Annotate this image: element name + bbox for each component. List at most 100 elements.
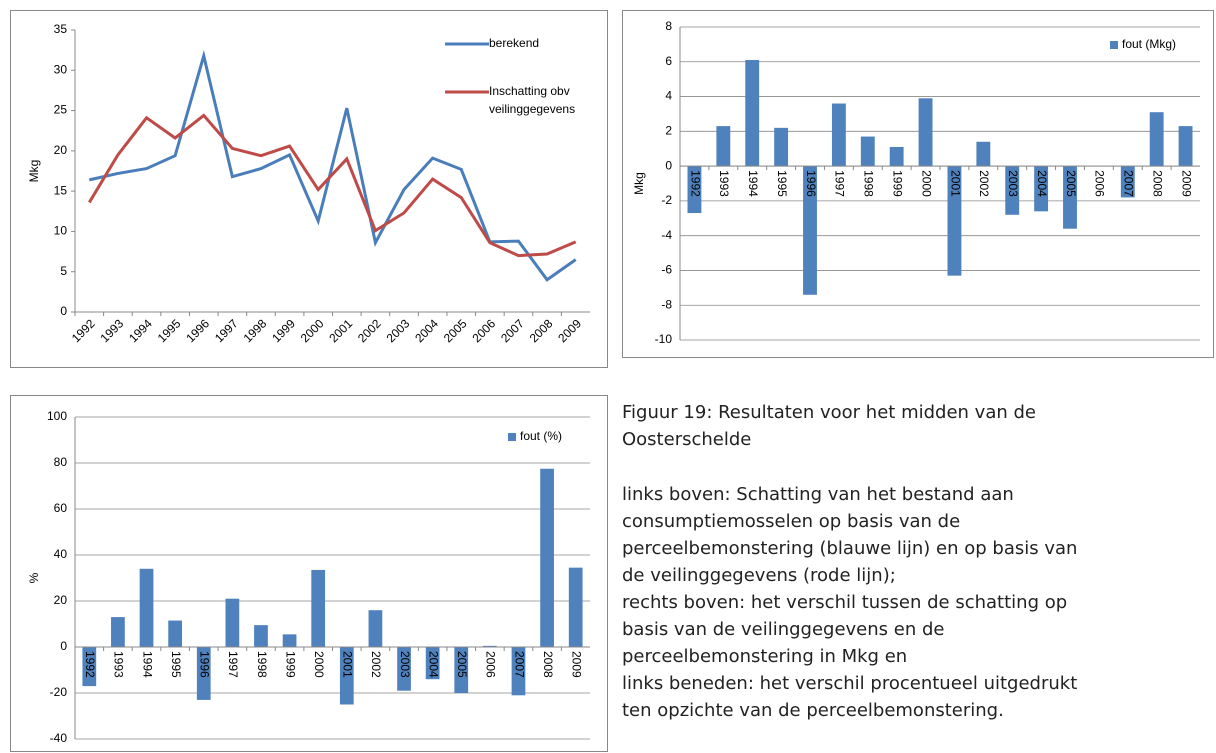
y-tick-label: 2 <box>665 124 672 138</box>
bar <box>918 98 933 167</box>
y-tick-label: -10 <box>655 332 673 346</box>
x-tick-label: 1995 <box>169 651 183 678</box>
legend-label: fout (%) <box>520 429 562 443</box>
bar <box>803 166 817 295</box>
y-tick-label: 25 <box>54 103 68 117</box>
y-tick-label: 4 <box>665 89 672 103</box>
bar <box>82 647 97 687</box>
chart-frame <box>10 395 608 752</box>
y-tick-label: -4 <box>661 228 672 242</box>
x-tick-label: 2001 <box>341 651 355 678</box>
bar <box>139 568 154 647</box>
bar <box>511 647 526 696</box>
bar <box>774 127 789 167</box>
caption-line: perceelbemonstering in Mkg en <box>622 646 907 667</box>
x-tick-label: 2003 <box>398 651 412 678</box>
x-tick-label: 2006 <box>1093 170 1107 197</box>
bar <box>1034 166 1049 212</box>
x-tick-label: 2009 <box>570 651 584 678</box>
bar <box>425 647 440 680</box>
y-tick-label: 0 <box>60 639 67 653</box>
bar <box>311 569 326 647</box>
y-tick-label: 40 <box>54 547 68 561</box>
y-tick-label: 5 <box>60 264 67 278</box>
y-tick-label: 8 <box>665 19 672 33</box>
x-tick-label: 1997 <box>833 170 847 197</box>
y-tick-label: -6 <box>661 263 672 277</box>
x-tick-label: 1996 <box>198 651 212 678</box>
x-tick-label: 2003 <box>1006 170 1020 197</box>
x-tick-label: 1996 <box>804 170 818 197</box>
x-tick-label: 2004 <box>426 651 440 678</box>
x-tick-label: 2007 <box>1122 170 1136 197</box>
legend-label: fout (Mkg) <box>1122 37 1176 51</box>
y-tick-label: 30 <box>54 62 68 76</box>
y-axis-label: % <box>27 572 41 583</box>
y-tick-label: 100 <box>47 409 67 423</box>
x-tick-label: 2002 <box>369 651 383 678</box>
x-tick-label: 2008 <box>1150 170 1164 197</box>
data-line <box>88 49 577 282</box>
bar <box>1063 166 1077 229</box>
x-tick-label: 2004 <box>1035 170 1049 197</box>
y-tick-label: 80 <box>54 455 68 469</box>
bar <box>831 103 846 167</box>
bar <box>1005 166 1020 215</box>
x-tick-label: 1994 <box>140 651 154 678</box>
bar <box>1120 166 1135 198</box>
bar <box>716 126 731 167</box>
caption-line: consumptiemosselen op basis van de <box>622 511 960 532</box>
bar <box>282 634 297 647</box>
y-tick-label: -8 <box>661 297 672 311</box>
y-tick-label: 20 <box>54 593 68 607</box>
caption-title: Figuur 19: Resultaten voor het midden va… <box>622 402 1036 423</box>
caption-line: basis van de veilinggegevens en de <box>622 619 944 640</box>
y-tick-label: 10 <box>54 224 68 238</box>
x-tick-label: 2008 <box>541 651 555 678</box>
x-tick-label: 2009 <box>1179 170 1193 197</box>
y-tick-label: -2 <box>661 193 672 207</box>
y-tick-label: 0 <box>60 304 67 318</box>
caption-line: ten opzichte van de perceelbemonstering. <box>622 700 1004 721</box>
y-tick-label: 20 <box>54 143 68 157</box>
bar <box>225 598 240 647</box>
legend-label: berekend <box>489 36 539 50</box>
bar <box>947 166 962 276</box>
bar <box>568 567 583 647</box>
bar <box>482 645 497 647</box>
bar <box>540 468 554 647</box>
bar <box>889 146 904 167</box>
bar <box>860 136 875 167</box>
y-tick-label: 60 <box>54 501 68 515</box>
y-axis-label: Mkg <box>27 160 41 183</box>
bar <box>339 647 354 705</box>
bar <box>1149 112 1164 167</box>
bar <box>976 141 991 167</box>
bar <box>196 647 211 700</box>
bar <box>397 647 411 691</box>
x-tick-label: 2001 <box>948 170 962 197</box>
x-tick-label: 1997 <box>226 651 240 678</box>
caption-line: links beneden: het verschil procentueel … <box>622 673 1077 694</box>
x-tick-label: 1999 <box>283 651 297 678</box>
y-tick-label: -40 <box>50 731 68 745</box>
bar <box>254 625 268 647</box>
y-tick-label: 35 <box>54 22 68 36</box>
x-tick-label: 2000 <box>312 651 326 678</box>
legend-label: Inschatting obv veilinggegevens <box>489 84 575 116</box>
x-tick-label: 1992 <box>83 651 97 678</box>
x-tick-label: 1993 <box>717 170 731 197</box>
bar <box>1178 126 1193 167</box>
caption-title: Oosterschelde <box>622 429 751 450</box>
x-tick-label: 2000 <box>919 170 933 197</box>
bar <box>168 620 183 647</box>
y-tick-label: 0 <box>665 158 672 172</box>
data-line <box>88 113 577 258</box>
chart-frame <box>622 10 1214 358</box>
x-tick-label: 1998 <box>862 170 876 197</box>
chart-frame <box>10 10 608 368</box>
y-axis-label: Mkg <box>632 172 646 195</box>
legend-swatch <box>508 433 516 441</box>
caption-line: rechts boven: het verschil tussen de sch… <box>622 592 1067 613</box>
